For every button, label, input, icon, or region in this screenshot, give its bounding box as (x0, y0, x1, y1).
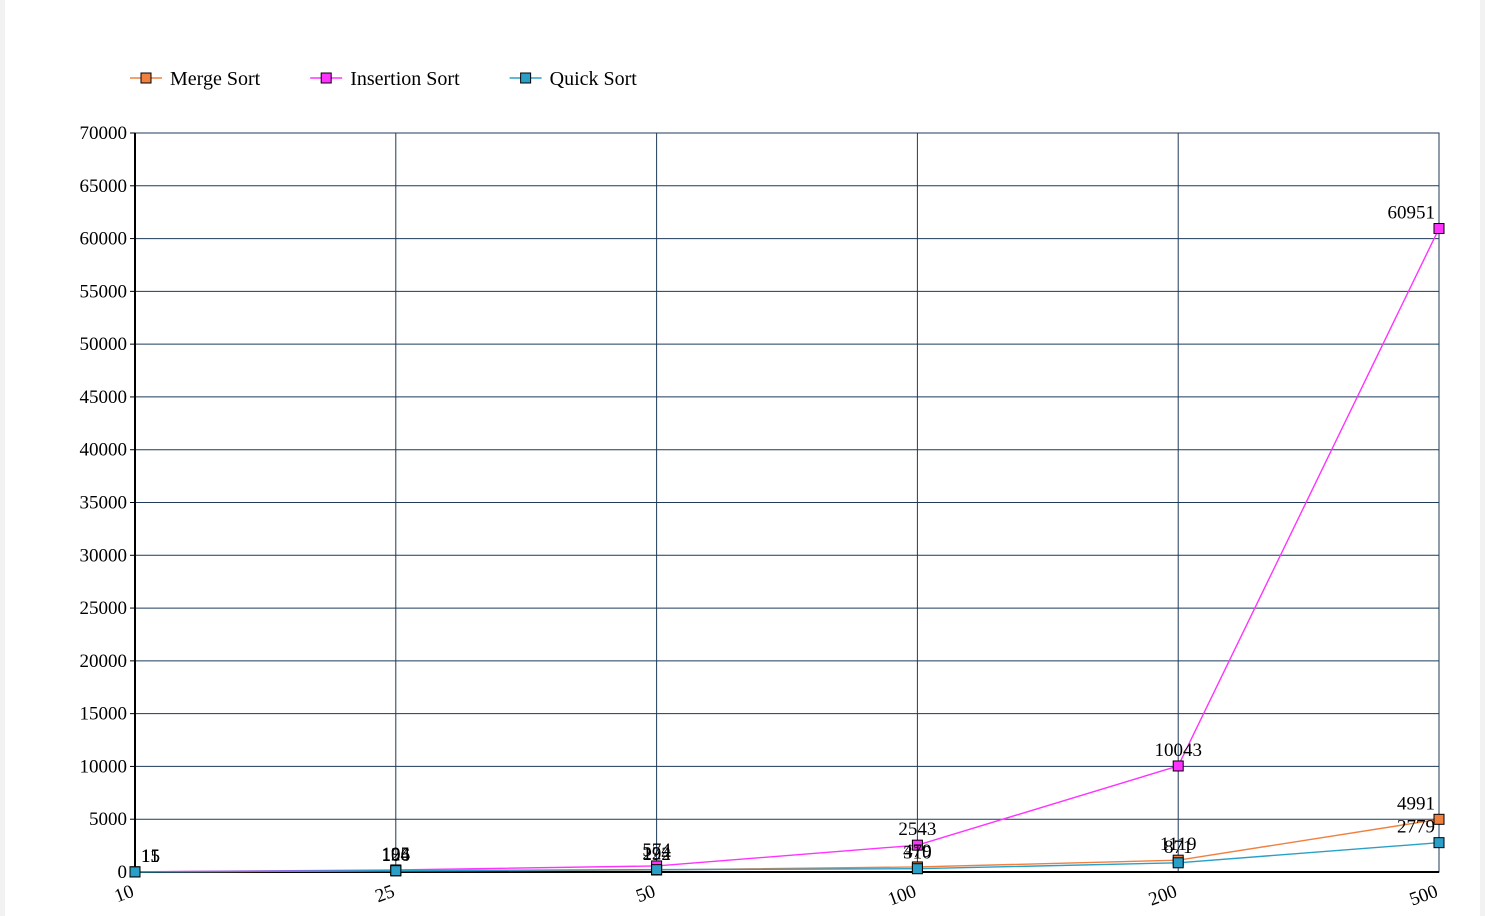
series-layer (129, 223, 1445, 878)
legend-marker (320, 72, 332, 84)
legend-label: Insertion Sort (350, 68, 460, 90)
y-tick-label: 15000 (80, 704, 128, 725)
y-tick-label: 0 (118, 862, 128, 883)
data-label: 192 (642, 844, 671, 865)
series-line-insertion-sort (134, 228, 1440, 873)
x-tick-label: 10 (112, 881, 137, 907)
data-label: 124 (382, 845, 411, 866)
data-label: 106 (382, 845, 411, 866)
legend-marker (140, 72, 152, 84)
y-tick-label: 40000 (80, 440, 128, 461)
y-tick-label: 50000 (80, 334, 128, 355)
y-tick-label: 70000 (80, 123, 128, 144)
y-axis-ticks: 0 5000 10000 15000 20000 25000 30000 35000 40000… (80, 123, 135, 883)
data-label: 871 (1164, 837, 1193, 858)
data-point (651, 864, 663, 876)
x-tick-label: 50 (633, 881, 658, 907)
data-label: 195 (382, 844, 411, 865)
x-tick-label: 200 (1146, 881, 1180, 910)
data-label: 310 (903, 843, 932, 864)
data-point (390, 865, 402, 877)
data-label: 2779 (1397, 817, 1435, 838)
legend: Merge Sort Insertion Sort Quick Sort (130, 68, 637, 90)
data-point (1433, 223, 1445, 235)
legend-label: Quick Sort (550, 68, 638, 90)
y-tick-label: 55000 (80, 281, 128, 302)
data-label: 479 (903, 841, 932, 862)
data-point (1172, 760, 1184, 772)
data-point (1433, 813, 1445, 825)
data-point (911, 839, 923, 851)
chart-canvas: Merge Sort Insertion Sort Quick Sort 0 5000… (5, 0, 1480, 916)
data-point (1433, 837, 1445, 849)
data-label: 60951 (1388, 203, 1436, 224)
data-point (1172, 857, 1184, 869)
legend-marker (520, 72, 532, 84)
grid (134, 132, 1440, 873)
data-point (911, 863, 923, 875)
y-tick-label: 10000 (80, 756, 128, 777)
y-tick-label: 30000 (80, 545, 128, 566)
data-label: 1119 (1160, 834, 1197, 855)
data-label: 224 (642, 844, 671, 865)
y-tick-label: 25000 (80, 598, 128, 619)
data-label: 574 (642, 840, 671, 861)
data-label: 2543 (898, 819, 936, 840)
series-line-quick-sort (134, 841, 1440, 873)
data-label: 15 (141, 846, 160, 867)
y-tick-label: 35000 (80, 493, 128, 514)
data-label: 10043 (1154, 740, 1202, 761)
x-tick-label: 500 (1407, 881, 1441, 910)
data-point (129, 866, 141, 878)
data-label: 11 (141, 846, 159, 867)
y-tick-label: 5000 (89, 809, 127, 830)
y-tick-label: 20000 (80, 651, 128, 672)
y-tick-label: 60000 (80, 229, 128, 250)
y-tick-label: 45000 (80, 387, 128, 408)
series-line-merge-sort (134, 818, 1440, 873)
line-chart: Merge Sort Insertion Sort Quick Sort 05000… (80, 68, 1445, 910)
data-label: 15 (141, 846, 160, 867)
x-tick-label: 25 (372, 881, 397, 907)
legend-label: Merge Sort (170, 68, 261, 90)
x-tick-label: 100 (885, 881, 919, 910)
y-tick-label: 65000 (80, 176, 128, 197)
data-label: 4991 (1397, 793, 1435, 814)
x-axis-ticks: 10 25 50 100 200 500 (112, 881, 1441, 910)
